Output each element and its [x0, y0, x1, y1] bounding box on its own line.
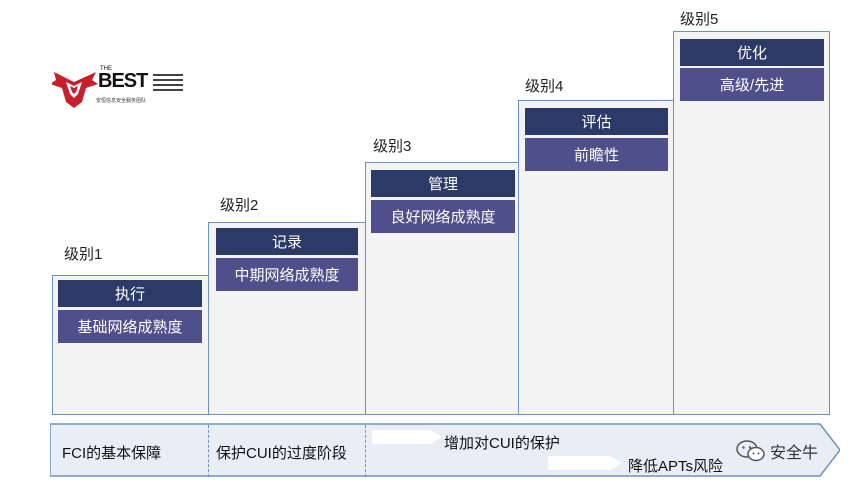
level-2-desc: 中期网络成熟度	[216, 258, 358, 291]
watermark-text: 安全牛	[770, 445, 819, 462]
level-2-title: 记录	[216, 228, 358, 255]
apt-risk-reduction: 降低APTs风险	[628, 458, 724, 475]
level-1-title: 执行	[58, 280, 202, 307]
stage-divider	[518, 162, 519, 415]
stage-divider	[208, 275, 209, 415]
level-2-label: 级别2	[220, 197, 259, 214]
bottom-divider	[365, 425, 366, 477]
level-3-title: 管理	[371, 170, 515, 197]
logo-the: THE	[100, 66, 112, 72]
level-4-label: 级别4	[525, 78, 564, 95]
level-3-desc: 良好网络成熟度	[371, 200, 515, 233]
level-5-title: 优化	[680, 39, 824, 66]
level-1-desc: 基础网络成熟度	[58, 310, 202, 343]
level-1-label: 级别1	[64, 246, 103, 263]
bottom-divider	[208, 425, 209, 477]
level-4-desc: 前瞻性	[525, 138, 668, 171]
eagle-logo-icon	[52, 72, 98, 108]
wechat-icon	[736, 440, 765, 462]
cui-increase-protection: 增加对CUI的保护	[444, 435, 560, 452]
logo-name: BEST	[98, 70, 148, 92]
level-5-label: 级别5	[680, 11, 719, 28]
logo-lines	[153, 74, 183, 94]
stage-divider	[673, 100, 674, 415]
logo-subtitle: 安恒信息安全服务团队	[96, 98, 147, 104]
level-5-desc: 高级/先进	[680, 68, 824, 101]
progression-arrow	[50, 423, 840, 477]
level-4-title: 评估	[525, 108, 668, 135]
watermark: 安全牛	[736, 439, 818, 463]
fci-basic-protection: FCI的基本保障	[62, 445, 162, 462]
cui-transition-phase: 保护CUI的过度阶段	[216, 445, 347, 462]
stage-divider	[365, 222, 366, 415]
level-3-label: 级别3	[373, 138, 412, 155]
